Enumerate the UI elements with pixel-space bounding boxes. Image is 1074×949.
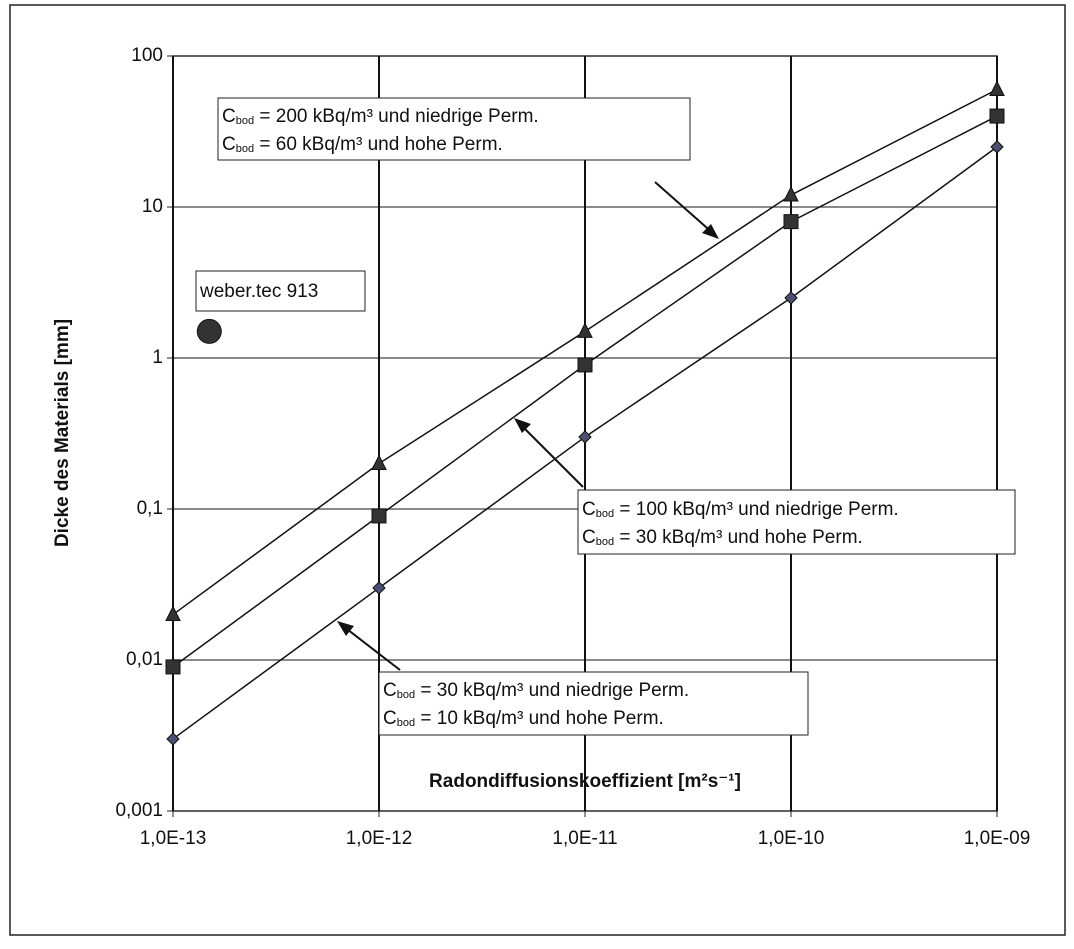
annotation-box xyxy=(378,671,809,736)
marker xyxy=(371,508,387,524)
x-tick-label: 1,0E-12 xyxy=(346,828,413,849)
annotation-line: Cbod = 10 kBq/m³ und hohe Perm. xyxy=(383,708,664,729)
point-label: weber.tec 913 xyxy=(199,281,318,302)
x-tick-label: 1,0E-13 xyxy=(140,828,207,849)
arrow xyxy=(654,181,716,236)
annotation: Cbod = 200 kBq/m³ und niedrige Perm. Cbo… xyxy=(217,97,719,239)
marker xyxy=(990,140,1004,154)
annotation: Cbod = 30 kBq/m³ und niedrige Perm. Cbod… xyxy=(337,621,809,736)
arrow-head xyxy=(514,418,531,433)
annotation-line: Cbod = 30 kBq/m³ und niedrige Perm. xyxy=(383,680,689,701)
y-tick-label: 0,001 xyxy=(115,800,163,821)
marker xyxy=(783,185,799,202)
x-tick-label: 1,0E-09 xyxy=(964,828,1031,849)
y-tick-label: 0,01 xyxy=(126,649,163,670)
arrow xyxy=(342,625,401,671)
marker xyxy=(577,322,593,338)
annotation-box xyxy=(577,489,1016,555)
arrow-head xyxy=(337,621,354,636)
annotation: Cbod = 100 kBq/m³ und niedrige Perm. Cbo… xyxy=(514,418,1016,555)
y-tick-label: 0,1 xyxy=(137,498,163,519)
y-axis-label: Dicke des Materials [mm] xyxy=(52,319,73,547)
annotation-box xyxy=(195,270,366,312)
x-axis-label: Radondiffusionskoeffizient [m²s⁻¹] xyxy=(429,771,741,792)
marker xyxy=(578,430,592,444)
marker xyxy=(165,605,181,622)
y-tick-label: 10 xyxy=(142,196,163,217)
marker xyxy=(166,732,180,746)
x-tick-label: 1,0E-11 xyxy=(552,828,617,849)
annotation-line: Cbod = 200 kBq/m³ und niedrige Perm. xyxy=(222,106,539,127)
arrow xyxy=(519,423,584,488)
marker xyxy=(784,291,798,305)
y-tick-label: 100 xyxy=(131,45,163,66)
arrow-head xyxy=(702,224,719,239)
marker xyxy=(196,318,222,344)
y-tick-label: 1 xyxy=(152,347,163,368)
annotation-line: Cbod = 100 kBq/m³ und niedrige Perm. xyxy=(582,499,899,520)
marker xyxy=(783,214,799,230)
marker xyxy=(989,80,1005,96)
annotation-box xyxy=(217,97,691,161)
marker xyxy=(577,357,593,373)
point-annotation: weber.tec 913 xyxy=(195,270,366,312)
marker xyxy=(371,454,387,471)
plot xyxy=(165,80,1005,746)
annotation-line: Cbod = 60 kBq/m³ und hohe Perm. xyxy=(222,134,503,155)
marker xyxy=(372,581,386,595)
marker xyxy=(989,108,1005,124)
marker xyxy=(165,659,181,675)
annotation-line: Cbod = 30 kBq/m³ und hohe Perm. xyxy=(582,527,863,548)
x-tick-label: 1,0E-10 xyxy=(758,828,825,849)
